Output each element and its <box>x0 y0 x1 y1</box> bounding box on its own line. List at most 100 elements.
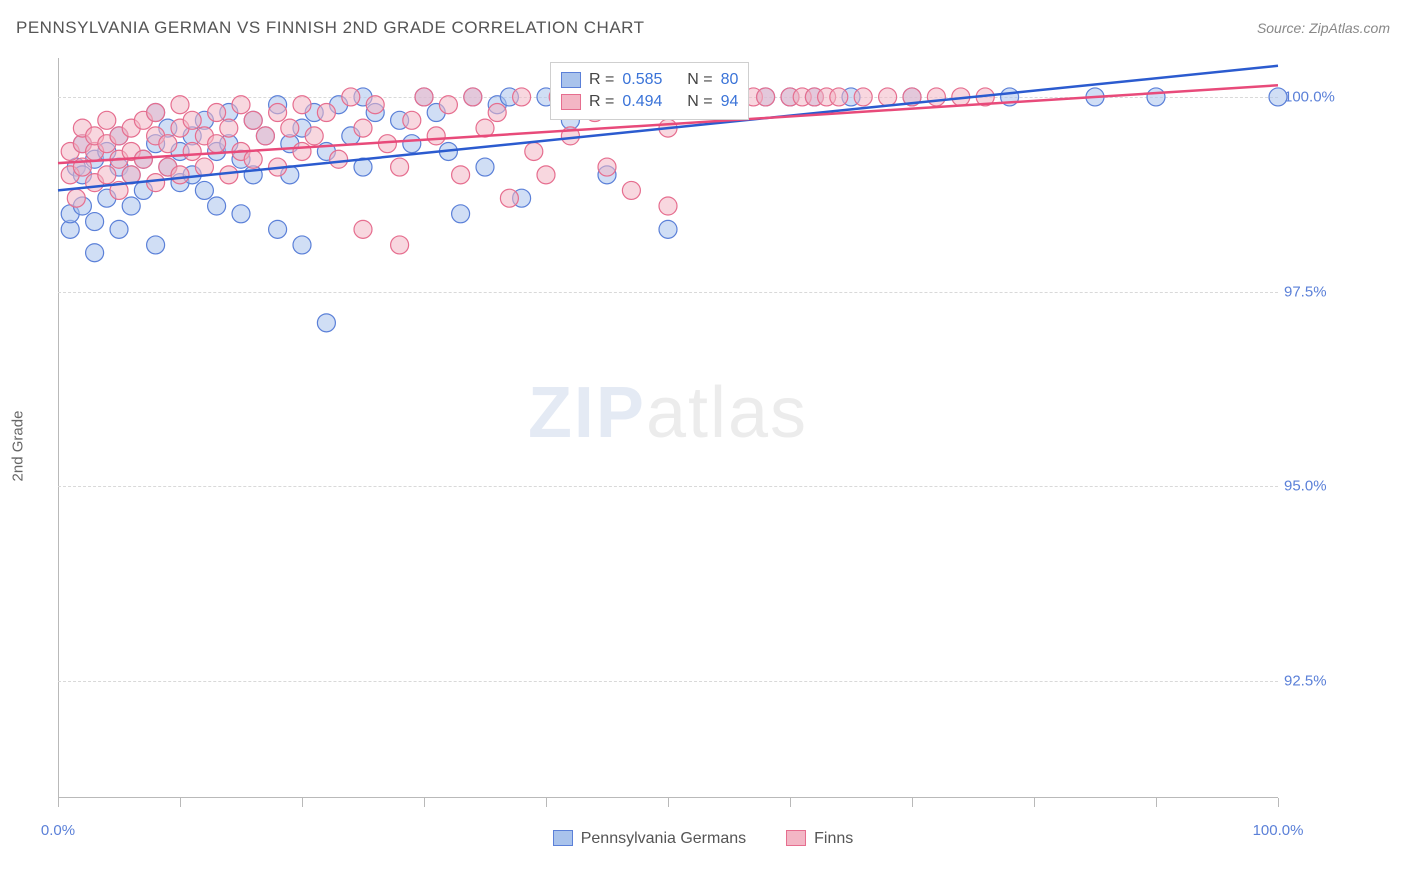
plot-area: 92.5%95.0%97.5%100.0% ZIPatlas R =0.585 … <box>58 58 1278 798</box>
data-point[interactable] <box>171 96 189 114</box>
legend-label: Pennsylvania Germans <box>581 830 746 847</box>
data-point[interactable] <box>598 158 616 176</box>
data-point[interactable] <box>830 88 848 106</box>
data-point[interactable] <box>525 142 543 160</box>
n-value: 94 <box>721 93 739 111</box>
data-point[interactable] <box>183 142 201 160</box>
data-point[interactable] <box>622 181 640 199</box>
data-point[interactable] <box>439 96 457 114</box>
data-point[interactable] <box>415 88 433 106</box>
data-point[interactable] <box>305 127 323 145</box>
data-point[interactable] <box>281 119 299 137</box>
chart-container: PENNSYLVANIA GERMAN VS FINNISH 2ND GRADE… <box>0 0 1406 892</box>
data-point[interactable] <box>354 220 372 238</box>
data-point[interactable] <box>659 220 677 238</box>
r-label: R = <box>589 93 614 111</box>
data-point[interactable] <box>269 220 287 238</box>
data-point[interactable] <box>208 104 226 122</box>
data-point[interactable] <box>110 220 128 238</box>
x-tick-mark <box>1034 798 1035 807</box>
data-point[interactable] <box>659 197 677 215</box>
x-tick-mark <box>424 798 425 807</box>
data-point[interactable] <box>256 127 274 145</box>
data-point[interactable] <box>147 174 165 192</box>
legend-item-finns[interactable]: Finns <box>786 830 853 848</box>
data-point[interactable] <box>854 88 872 106</box>
x-tick-mark <box>1278 798 1279 807</box>
data-point[interactable] <box>293 96 311 114</box>
data-point[interactable] <box>67 189 85 207</box>
data-point[interactable] <box>147 236 165 254</box>
chart-title: PENNSYLVANIA GERMAN VS FINNISH 2ND GRADE… <box>16 18 645 38</box>
r-value: 0.585 <box>622 71 662 89</box>
data-point[interactable] <box>366 96 384 114</box>
data-point[interactable] <box>342 88 360 106</box>
stats-swatch <box>561 94 581 110</box>
x-tick-mark <box>546 798 547 807</box>
data-point[interactable] <box>403 111 421 129</box>
data-point[interactable] <box>513 88 531 106</box>
data-point[interactable] <box>476 158 494 176</box>
title-row: PENNSYLVANIA GERMAN VS FINNISH 2ND GRADE… <box>16 18 1390 38</box>
y-tick-label: 97.5% <box>1284 283 1364 300</box>
source-label: Source: <box>1257 20 1305 36</box>
data-point[interactable] <box>195 181 213 199</box>
data-point[interactable] <box>464 88 482 106</box>
data-point[interactable] <box>391 236 409 254</box>
data-point[interactable] <box>244 150 262 168</box>
legend-swatch <box>553 830 573 846</box>
stats-row-finns: R =0.494 N =94 <box>561 91 738 113</box>
data-point[interactable] <box>537 166 555 184</box>
data-point[interactable] <box>403 135 421 153</box>
source-link[interactable]: ZipAtlas.com <box>1309 20 1390 36</box>
data-point[interactable] <box>879 88 897 106</box>
data-point[interactable] <box>244 111 262 129</box>
data-point[interactable] <box>293 236 311 254</box>
data-point[interactable] <box>195 158 213 176</box>
x-tick-mark <box>1156 798 1157 807</box>
x-tick-mark <box>790 798 791 807</box>
correlation-stats-box: R =0.585 N =80R =0.494 N =94 <box>550 62 749 120</box>
data-point[interactable] <box>317 314 335 332</box>
data-point[interactable] <box>269 104 287 122</box>
n-label: N = <box>687 71 712 89</box>
data-point[interactable] <box>208 197 226 215</box>
data-point[interactable] <box>317 104 335 122</box>
data-point[interactable] <box>86 244 104 262</box>
data-point[interactable] <box>354 119 372 137</box>
data-point[interactable] <box>98 166 116 184</box>
data-point[interactable] <box>147 104 165 122</box>
data-point[interactable] <box>452 205 470 223</box>
data-point[interactable] <box>927 88 945 106</box>
x-tick-mark <box>58 798 59 807</box>
data-point[interactable] <box>488 104 506 122</box>
y-tick-label: 92.5% <box>1284 673 1364 690</box>
y-tick-label: 95.0% <box>1284 478 1364 495</box>
data-point[interactable] <box>159 135 177 153</box>
x-axis-max-label: 100.0% <box>1253 822 1304 839</box>
data-point[interactable] <box>122 197 140 215</box>
data-point[interactable] <box>1269 88 1287 106</box>
data-point[interactable] <box>293 142 311 160</box>
r-label: R = <box>589 71 614 89</box>
n-label: N = <box>687 93 712 111</box>
legend-swatch <box>786 830 806 846</box>
data-point[interactable] <box>98 111 116 129</box>
data-point[interactable] <box>427 127 445 145</box>
data-point[interactable] <box>208 135 226 153</box>
data-point[interactable] <box>232 96 250 114</box>
data-point[interactable] <box>500 189 518 207</box>
data-point[interactable] <box>171 166 189 184</box>
data-point[interactable] <box>452 166 470 184</box>
data-point[interactable] <box>391 158 409 176</box>
data-point[interactable] <box>757 88 775 106</box>
data-point[interactable] <box>220 119 238 137</box>
legend-label: Finns <box>814 830 853 847</box>
data-point[interactable] <box>86 213 104 231</box>
data-point[interactable] <box>330 150 348 168</box>
data-point[interactable] <box>183 111 201 129</box>
legend-item-pa_germans[interactable]: Pennsylvania Germans <box>553 830 746 848</box>
data-point[interactable] <box>1147 88 1165 106</box>
data-point[interactable] <box>232 205 250 223</box>
legend: Pennsylvania Germans Finns <box>0 818 1406 860</box>
